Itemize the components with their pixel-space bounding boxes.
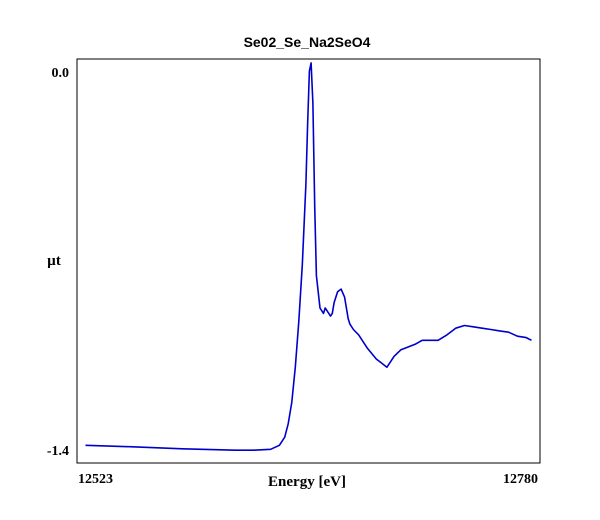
series-line-0 bbox=[85, 62, 532, 452]
x-tick-label-right: 12780 bbox=[503, 472, 538, 487]
y-tick-label-bottom: -1.4 bbox=[47, 444, 69, 459]
chart-title: Se02_Se_Na2SeO4 bbox=[244, 34, 371, 50]
plot-frame bbox=[76, 58, 541, 464]
x-tick-label-left: 12523 bbox=[78, 472, 113, 487]
series-layer bbox=[85, 62, 532, 452]
x-axis-label: Energy [eV] bbox=[268, 474, 346, 490]
y-axis-label: µt bbox=[47, 253, 61, 269]
y-tick-label-top: 0.0 bbox=[52, 66, 70, 81]
